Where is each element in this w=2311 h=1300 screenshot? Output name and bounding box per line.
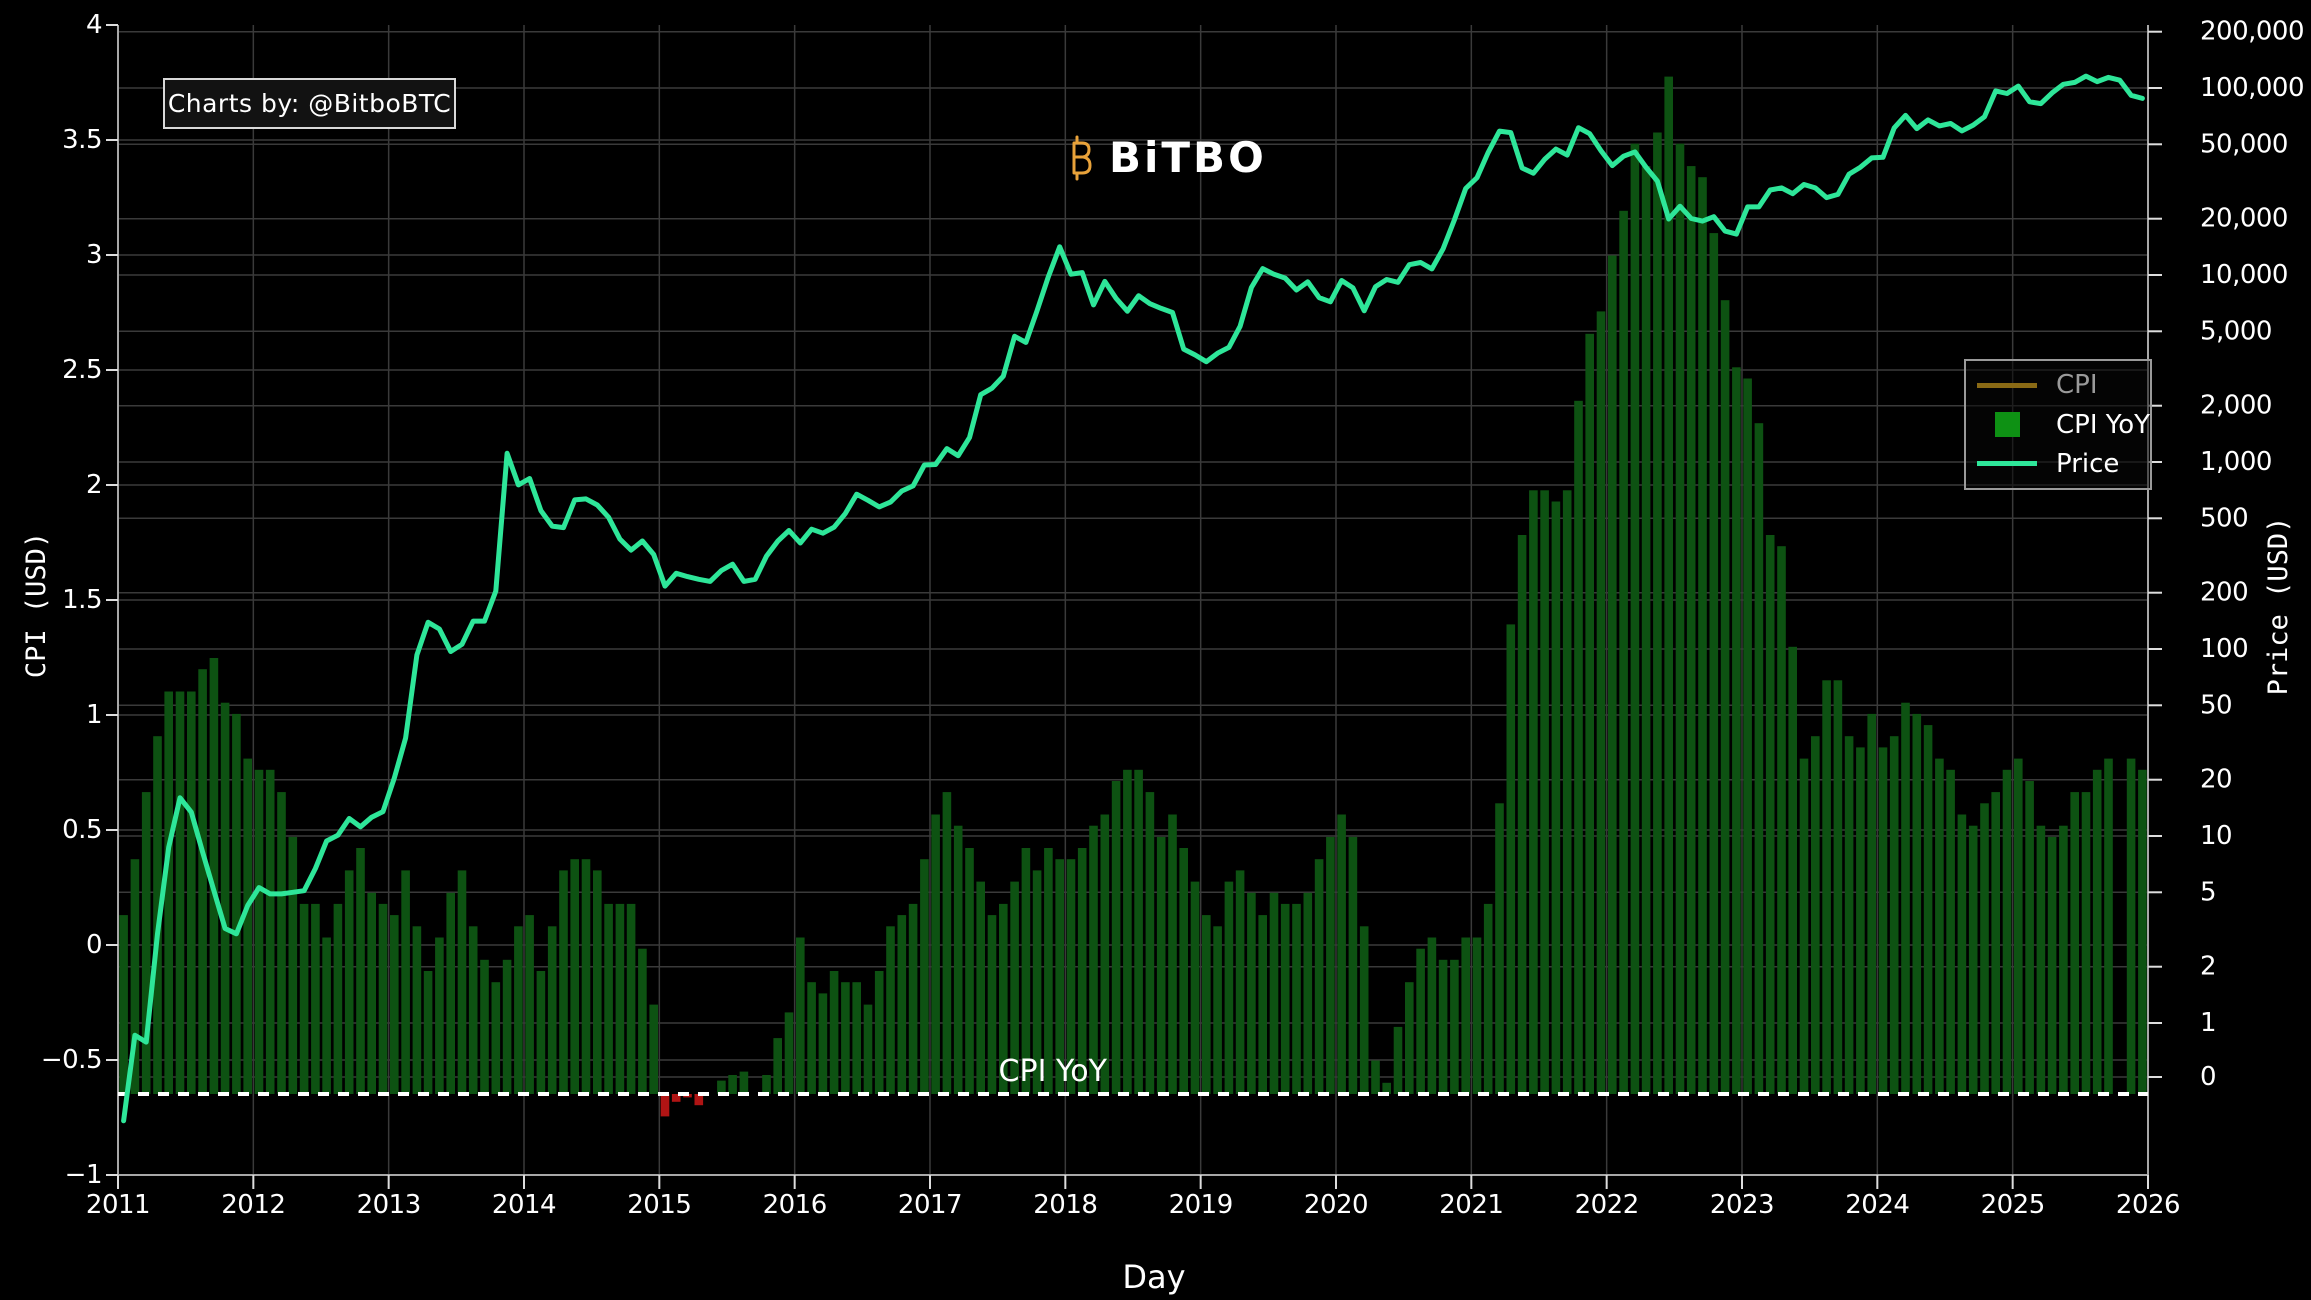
svg-text:2011: 2011 bbox=[86, 1190, 150, 1220]
left-axis-title: CPI (USD) bbox=[20, 531, 52, 679]
cpi-yoy-annotation: CPI YoY bbox=[998, 1054, 1107, 1089]
svg-text:2024: 2024 bbox=[1845, 1190, 1909, 1220]
svg-text:2022: 2022 bbox=[1575, 1190, 1639, 1220]
bitbo-logo-text: BiTBO bbox=[1109, 133, 1267, 182]
legend-item-price[interactable]: Price bbox=[1976, 447, 2144, 481]
cpi-yoy-square-swatch-icon bbox=[1976, 412, 2038, 437]
bitbo-logo: BiTBO bbox=[1066, 135, 1267, 181]
svg-text:1: 1 bbox=[2200, 1008, 2216, 1038]
svg-text:2023: 2023 bbox=[1710, 1190, 1774, 1220]
legend-item-cpi-yoy[interactable]: CPI YoY bbox=[1976, 408, 2150, 442]
svg-text:5,000: 5,000 bbox=[2200, 316, 2272, 346]
svg-text:2019: 2019 bbox=[1169, 1190, 1233, 1220]
legend-label-cpi-yoy: CPI YoY bbox=[2056, 409, 2150, 440]
svg-text:2017: 2017 bbox=[898, 1190, 962, 1220]
svg-text:100: 100 bbox=[2200, 634, 2248, 664]
price-line-swatch-icon bbox=[1976, 461, 2038, 467]
svg-text:2013: 2013 bbox=[357, 1190, 421, 1220]
svg-text:2015: 2015 bbox=[627, 1190, 691, 1220]
svg-text:200,000: 200,000 bbox=[2200, 17, 2304, 47]
legend-label-cpi: CPI bbox=[2056, 370, 2098, 401]
svg-text:3.5: 3.5 bbox=[62, 125, 102, 155]
svg-text:50: 50 bbox=[2200, 690, 2232, 720]
right-axis-title: Price (USD) bbox=[2262, 516, 2294, 696]
svg-text:1.5: 1.5 bbox=[62, 585, 102, 615]
svg-text:0.5: 0.5 bbox=[62, 815, 102, 845]
attribution-text: Charts by: @BitboBTC bbox=[167, 89, 452, 118]
svg-text:100,000: 100,000 bbox=[2200, 73, 2304, 103]
svg-text:2025: 2025 bbox=[1981, 1190, 2045, 1220]
svg-text:50,000: 50,000 bbox=[2200, 129, 2288, 159]
cpi-line-swatch-icon bbox=[1976, 382, 2038, 388]
attribution-box: Charts by: @BitboBTC bbox=[163, 78, 456, 129]
svg-text:2.5: 2.5 bbox=[62, 355, 102, 385]
svg-text:2020: 2020 bbox=[1304, 1190, 1368, 1220]
svg-text:2: 2 bbox=[86, 470, 102, 500]
svg-text:500: 500 bbox=[2200, 503, 2248, 533]
svg-text:4: 4 bbox=[86, 10, 102, 40]
svg-text:1,000: 1,000 bbox=[2200, 447, 2272, 477]
svg-text:5: 5 bbox=[2200, 877, 2216, 907]
svg-text:−1: −1 bbox=[65, 1160, 102, 1190]
svg-text:−0.5: −0.5 bbox=[41, 1045, 102, 1075]
svg-text:2018: 2018 bbox=[1033, 1190, 1097, 1220]
svg-text:2,000: 2,000 bbox=[2200, 391, 2272, 421]
svg-text:2021: 2021 bbox=[1439, 1190, 1503, 1220]
svg-text:200: 200 bbox=[2200, 578, 2248, 608]
svg-text:2016: 2016 bbox=[763, 1190, 827, 1220]
svg-text:3: 3 bbox=[86, 240, 102, 270]
svg-text:2: 2 bbox=[2200, 952, 2216, 982]
svg-text:2026: 2026 bbox=[2116, 1190, 2180, 1220]
svg-text:2014: 2014 bbox=[492, 1190, 556, 1220]
legend-label-price: Price bbox=[2056, 448, 2120, 479]
bitbo-logo-icon bbox=[1072, 135, 1092, 181]
svg-text:20: 20 bbox=[2200, 765, 2232, 795]
legend-item-cpi[interactable]: CPI bbox=[1976, 368, 2144, 402]
svg-text:2012: 2012 bbox=[221, 1190, 285, 1220]
legend: CPI CPI YoY Price bbox=[1964, 359, 2152, 490]
svg-text:1: 1 bbox=[86, 700, 102, 730]
svg-text:0: 0 bbox=[2200, 1062, 2216, 1092]
svg-text:10: 10 bbox=[2200, 821, 2232, 851]
svg-text:10,000: 10,000 bbox=[2200, 260, 2288, 290]
svg-text:20,000: 20,000 bbox=[2200, 204, 2288, 234]
x-axis-title: Day bbox=[1122, 1258, 1186, 1296]
svg-text:0: 0 bbox=[86, 930, 102, 960]
